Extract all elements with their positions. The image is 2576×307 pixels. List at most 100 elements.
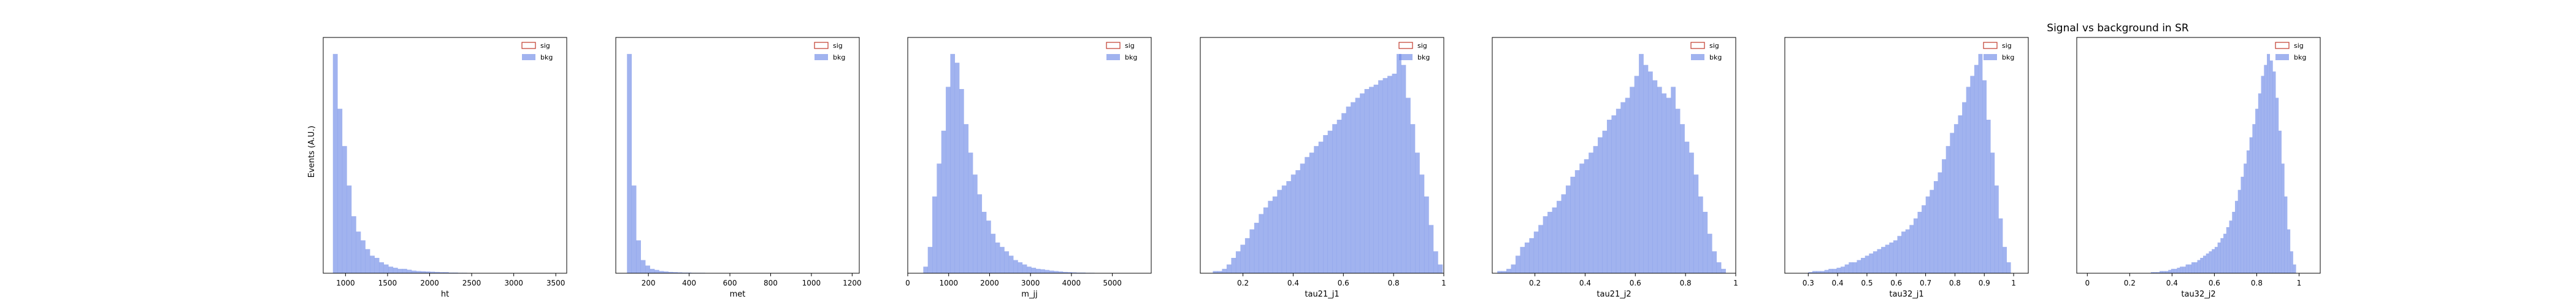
- bkg-bar: [2252, 124, 2256, 273]
- bkg-bar: [1869, 253, 1874, 273]
- bkg-bar: [2188, 264, 2192, 273]
- bkg-bar: [1268, 201, 1273, 273]
- bkg-bar: [1008, 255, 1014, 273]
- legend-swatch-sig: [521, 42, 536, 49]
- bkg-bar: [1945, 146, 1950, 273]
- bkg-bar: [1327, 130, 1333, 273]
- bkg-bar: [1557, 201, 1562, 273]
- bkg-bar: [1382, 78, 1388, 273]
- legend-label-sig: sig: [2002, 42, 2012, 50]
- bkg-bar: [2180, 266, 2183, 273]
- bkg-bar: [1406, 98, 1411, 274]
- x-tick-label: 1200: [843, 279, 862, 287]
- bkg-bar: [1561, 194, 1566, 273]
- bkg-bar: [1295, 170, 1301, 273]
- bkg-bar: [659, 271, 664, 273]
- bkg-bar: [2206, 253, 2209, 273]
- x-tick-label: 0.6: [1630, 279, 1641, 287]
- bkg-bar: [1950, 133, 1955, 273]
- bkg-bar: [995, 243, 1000, 273]
- bkg-bar: [1318, 141, 1324, 273]
- bkg-bar: [2171, 268, 2174, 273]
- bkg-bar: [1698, 196, 1703, 273]
- bkg-bar: [1323, 135, 1328, 273]
- bkg-bar: [2281, 163, 2285, 273]
- bkg-bar: [2177, 268, 2180, 273]
- x-tick-label: 1000: [939, 279, 958, 287]
- histogram-panel-6: 0 0.2 0.4 0.6 0.8 1 tau32_j2 sig bkg: [2076, 37, 2321, 299]
- legend-label-bkg: bkg: [1125, 53, 1137, 61]
- bkg-bar: [1290, 174, 1296, 273]
- legend-swatch-bkg: [1106, 54, 1120, 60]
- legend-label-bkg: bkg: [1417, 53, 1430, 61]
- bkg-bar: [932, 196, 937, 273]
- bkg-bar: [1428, 225, 1434, 273]
- bkg-bar: [1538, 225, 1543, 273]
- bkg-bar: [1684, 141, 1690, 273]
- bkg-bar: [946, 87, 951, 273]
- bkg-bar: [1974, 64, 1979, 274]
- bkg-bar: [1584, 159, 1589, 273]
- bkg-bar: [383, 264, 389, 273]
- bkg-bar: [342, 146, 347, 273]
- bkg-bar: [1832, 268, 1837, 273]
- bkg-bar: [1249, 229, 1255, 273]
- bkg-bar: [1905, 229, 1910, 273]
- x-axis-label: ht: [441, 290, 449, 299]
- x-tick-label: 600: [723, 279, 737, 287]
- bkg-bar: [668, 271, 673, 273]
- bkg-bar: [1529, 238, 1535, 273]
- bkg-bar: [1707, 233, 1712, 273]
- bkg-bar: [1346, 106, 1351, 273]
- bkg-bar: [973, 174, 978, 273]
- x-tick-label: 0.2: [1529, 279, 1541, 287]
- x-tick-label: 400: [682, 279, 696, 287]
- bkg-bar: [2267, 53, 2271, 273]
- bkg-bar: [1272, 196, 1278, 273]
- axes-frame: [323, 37, 567, 274]
- bkg-bar: [425, 271, 431, 273]
- bkg-bar: [337, 109, 343, 273]
- bkg-bar: [1235, 251, 1241, 273]
- bkg-bar: [2182, 266, 2186, 273]
- bkg-bar: [411, 270, 416, 273]
- x-tick-label: 0.7: [1920, 279, 1931, 287]
- bkg-bar: [2162, 271, 2166, 273]
- bkg-bar: [2212, 249, 2215, 273]
- bkg-bar: [1634, 76, 1639, 273]
- bkg-bar: [1721, 268, 1726, 273]
- legend-swatch-bkg: [1399, 54, 1413, 60]
- bkg-bar: [1602, 130, 1608, 273]
- x-tick-label: 2000: [420, 279, 439, 287]
- x-tick-label: 0: [2085, 279, 2090, 287]
- bkg-bar: [1620, 102, 1626, 273]
- bkg-bar: [402, 268, 407, 273]
- legend-label-sig: sig: [1417, 42, 1427, 50]
- bkg-bar: [1994, 185, 1999, 273]
- bkg-bar: [1286, 181, 1292, 273]
- bkg-bar: [1031, 268, 1037, 273]
- bkg-bar: [1953, 124, 1958, 273]
- bkg-bar: [1373, 84, 1379, 273]
- bkg-bar: [1716, 262, 1722, 273]
- bkg-bar: [1574, 170, 1580, 273]
- bkg-bar: [2197, 260, 2201, 273]
- x-tick-label: 0.8: [1388, 279, 1400, 287]
- legend-label-sig: sig: [2294, 42, 2304, 50]
- legend-label-sig: sig: [1125, 42, 1135, 50]
- bkg-bar: [1812, 271, 1817, 273]
- bkg-bar: [640, 260, 646, 273]
- bkg-bar: [2255, 109, 2259, 273]
- bkg-bar: [2272, 71, 2276, 273]
- x-tick-label: 0.4: [1579, 279, 1591, 287]
- bkg-bar: [2232, 212, 2236, 273]
- bkg-bar: [2223, 233, 2227, 273]
- x-tick-label: 0.8: [1949, 279, 1961, 287]
- x-tick-label: 2500: [462, 279, 481, 287]
- bkg-bar: [1917, 212, 1922, 273]
- bkg-bar: [1341, 113, 1346, 274]
- x-axis-label: m_jj: [1021, 290, 1037, 299]
- bkg-bar: [2275, 98, 2279, 274]
- bkg-bar: [1438, 264, 1443, 273]
